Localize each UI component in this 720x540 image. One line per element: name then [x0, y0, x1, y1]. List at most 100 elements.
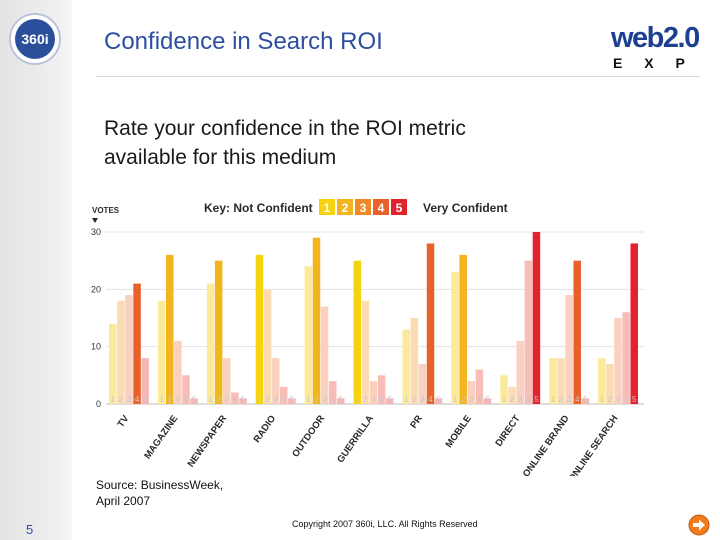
bar-guerrilla-1	[353, 260, 362, 404]
bar-tv-3	[125, 295, 133, 404]
bar-magazine-2	[166, 254, 174, 404]
bar-newspaper-2	[214, 260, 223, 404]
bar-level-label-online-brand-4: 4	[575, 395, 580, 404]
x-tick-label-online-brand: ONLINE BRAND	[521, 413, 572, 476]
bar-level-label-newspaper-1: 1	[208, 395, 213, 404]
bar-online-brand-2	[557, 358, 565, 404]
bar-magazine-1	[157, 300, 166, 404]
bar-tv-5	[141, 358, 149, 404]
bar-level-label-radio-4: 4	[282, 395, 287, 404]
bar-level-label-pr-3: 3	[420, 395, 425, 404]
bar-online-search-2	[606, 363, 614, 404]
bar-level-label-magazine-3: 3	[176, 395, 181, 404]
bar-online-brand-5	[581, 398, 590, 404]
bar-level-label-online-brand-5: 5	[583, 395, 588, 404]
bar-level-label-online-brand-3: 3	[567, 395, 572, 404]
bar-outdoor-1	[304, 266, 313, 404]
bar-radio-4	[280, 386, 288, 404]
bar-level-label-newspaper-2: 2	[216, 395, 221, 404]
bar-level-label-direct-4: 4	[526, 395, 531, 404]
bar-magazine-4	[182, 375, 190, 404]
left-band	[0, 0, 72, 540]
bar-newspaper-4	[231, 392, 239, 404]
bar-tv-2	[117, 300, 125, 404]
bar-level-label-direct-5: 5	[534, 395, 539, 404]
legend-box-1	[319, 199, 335, 215]
bar-level-label-online-search-1: 1	[600, 395, 605, 404]
bar-pr-1	[402, 329, 410, 404]
bar-level-label-guerrilla-3: 3	[371, 395, 376, 404]
bar-level-label-tv-3: 3	[127, 395, 132, 404]
bar-level-label-online-search-3: 3	[616, 395, 621, 404]
bar-level-label-online-brand-2: 2	[559, 395, 564, 404]
bar-radio-2	[263, 289, 272, 404]
bar-online-search-4	[622, 312, 630, 404]
legend-very-confident-label: Very Confident	[423, 201, 508, 215]
bar-mobile-4	[475, 369, 484, 404]
y-axis-label: VOTES	[92, 206, 120, 215]
bar-level-label-guerrilla-1: 1	[355, 395, 360, 404]
title-divider	[96, 76, 700, 77]
expo-logo-text: E X P O	[613, 55, 705, 71]
bar-level-label-guerrilla-4: 4	[379, 395, 384, 404]
bar-direct-5	[532, 232, 541, 404]
next-slide-button[interactable]	[688, 514, 710, 536]
bar-mobile-3	[467, 381, 476, 404]
bar-level-label-online-search-5: 5	[632, 395, 637, 404]
bar-level-label-outdoor-3: 3	[322, 395, 327, 404]
bar-level-label-tv-2: 2	[119, 395, 124, 404]
bar-mobile-2	[459, 254, 467, 404]
bar-level-label-online-search-4: 4	[624, 395, 629, 404]
bar-level-label-direct-3: 3	[518, 395, 523, 404]
question-line-1: Rate your confidence in the ROI metric	[104, 117, 466, 140]
source-line-1: Source: BusinessWeek,	[96, 478, 224, 492]
bar-newspaper-5	[239, 398, 247, 404]
bar-level-label-magazine-4: 4	[184, 395, 189, 404]
logo-360i: 360i	[9, 13, 61, 65]
bar-level-label-pr-2: 2	[412, 395, 417, 404]
bar-level-label-magazine-1: 1	[159, 395, 164, 404]
legend-not-confident-label: Key: Not Confident	[204, 201, 313, 215]
bar-level-label-tv-1: 1	[111, 395, 116, 404]
x-tick-label-outdoor: OUTDOOR	[290, 413, 327, 459]
bar-guerrilla-2	[361, 300, 370, 404]
legend-box-label-1: 1	[324, 201, 331, 215]
y-tick-label-10: 10	[91, 342, 101, 352]
question-text: Rate your confidence in the ROI metric a…	[104, 114, 624, 172]
bar-magazine-3	[174, 340, 182, 404]
bar-newspaper-1	[206, 283, 215, 404]
bar-radio-3	[271, 358, 280, 404]
x-tick-label-online-search: ONLINE SEARCH	[566, 413, 620, 476]
bar-level-label-pr-5: 5	[436, 395, 441, 404]
bar-mobile-5	[483, 398, 492, 404]
legend-box-3	[355, 199, 371, 215]
bar-outdoor-5	[337, 398, 345, 404]
bar-level-label-outdoor-2: 2	[314, 395, 319, 404]
legend-box-2	[337, 199, 353, 215]
x-tick-label-direct: DIRECT	[493, 413, 522, 448]
slide-number: 5	[26, 522, 34, 537]
bar-pr-5	[434, 398, 443, 404]
bar-guerrilla-5	[385, 398, 394, 404]
page-title: Confidence in Search ROI	[104, 28, 383, 55]
legend-box-4	[373, 199, 389, 215]
bar-level-label-radio-5: 5	[290, 395, 295, 404]
bar-mobile-1	[451, 272, 459, 404]
arrow-right-icon	[693, 519, 705, 531]
bar-direct-3	[516, 340, 524, 404]
bar-level-label-direct-2: 2	[510, 395, 515, 404]
bar-online-brand-4	[573, 260, 581, 404]
bar-guerrilla-3	[369, 381, 378, 404]
y-tick-label-20: 20	[91, 284, 101, 294]
bar-level-label-online-search-2: 2	[608, 395, 613, 404]
bar-guerrilla-4	[377, 375, 386, 404]
bar-level-label-pr-1: 1	[404, 395, 409, 404]
bar-level-label-newspaper-5: 5	[241, 395, 246, 404]
bar-level-label-mobile-5: 5	[485, 395, 490, 404]
bar-pr-3	[418, 363, 427, 404]
bar-level-label-radio-2: 2	[265, 395, 270, 404]
bar-level-label-radio-3: 3	[273, 395, 278, 404]
bar-direct-4	[524, 260, 533, 404]
